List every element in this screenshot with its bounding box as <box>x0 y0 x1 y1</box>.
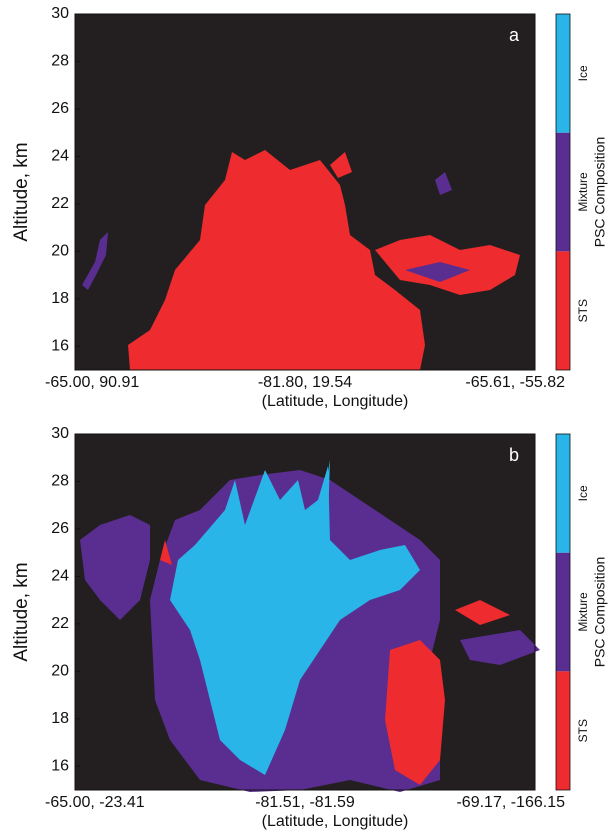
plot-frame <box>74 13 536 371</box>
cloud-region <box>330 152 352 178</box>
colorbar-label: Mixture <box>576 172 590 212</box>
y-tick-label: 22 <box>51 615 69 632</box>
panel: 16 18 20 22 24 26 28 30 -65.00, 90.91 -81.80, 19.… <box>11 5 608 410</box>
cloud-region <box>385 640 445 785</box>
cloud-region <box>82 232 108 290</box>
y-tick-label: 26 <box>51 100 69 117</box>
colorbar-frame <box>555 433 571 791</box>
y-tick-label: 22 <box>51 195 69 212</box>
cloud-region <box>405 262 470 282</box>
cloud-region <box>455 600 510 625</box>
x-tick-label: -65.61, -55.82 <box>465 374 565 391</box>
y-axis-label: Altitude, km <box>11 562 32 661</box>
colorbar-label: STS <box>576 719 590 742</box>
colorbar-title: PSC Composition <box>592 557 608 668</box>
y-tick-label: 28 <box>51 53 69 70</box>
panel-label: a <box>509 25 520 45</box>
x-axis-label: (Latitude, Longitude) <box>262 393 409 410</box>
y-tick-label: 20 <box>51 663 69 680</box>
y-tick-label: 20 <box>51 243 69 260</box>
x-tick-label: -81.80, 19.54 <box>258 374 352 391</box>
colorbar-title: PSC Composition <box>592 137 608 248</box>
y-tick-label: 18 <box>51 290 69 307</box>
cloud-region <box>160 540 172 565</box>
y-tick-label: 26 <box>51 520 69 537</box>
y-tick-label: 16 <box>51 757 69 774</box>
x-tick-label: -65.00, -23.41 <box>45 794 145 811</box>
y-tick-label: 24 <box>51 148 69 165</box>
y-tick-label: 30 <box>51 425 69 442</box>
panel-label: b <box>509 445 519 465</box>
cloud-region <box>170 466 420 775</box>
x-tick-label: -81.51, -81.59 <box>255 794 355 811</box>
y-axis-label: Altitude, km <box>11 142 32 241</box>
colorbar-label: Ice <box>576 485 590 501</box>
cloud-region <box>460 630 540 665</box>
colorbar-label: Ice <box>576 65 590 81</box>
panel: 16 18 20 22 24 26 28 30 -65.00, -23.41 -81.51, -8… <box>11 425 608 830</box>
colorbar-segment <box>556 671 570 790</box>
y-tick-label: 18 <box>51 710 69 727</box>
cloud-region <box>320 460 330 520</box>
cloud-region <box>128 150 425 370</box>
y-tick-label: 28 <box>51 473 69 490</box>
colorbar-segment <box>556 14 570 133</box>
x-tick-label: -69.17, -166.15 <box>456 794 565 811</box>
colorbar-label: Mixture <box>576 592 590 632</box>
colorbar-segment <box>556 251 570 370</box>
colorbar-frame <box>555 13 571 371</box>
cloud-region <box>435 172 452 195</box>
colorbar-segment <box>556 552 570 672</box>
x-tick-label: -65.00, 90.91 <box>45 374 139 391</box>
x-axis-label: (Latitude, Longitude) <box>262 813 409 830</box>
cloud-layer <box>82 150 520 370</box>
y-tick-label: 24 <box>51 568 69 585</box>
cloud-layer <box>80 460 540 792</box>
colorbar-label: STS <box>576 299 590 322</box>
y-tick-label: 16 <box>51 337 69 354</box>
colorbar-segment <box>556 434 570 553</box>
plot-frame <box>74 433 536 791</box>
colorbar-segment <box>556 132 570 252</box>
y-tick-label: 30 <box>51 5 69 22</box>
cloud-region <box>80 515 150 620</box>
